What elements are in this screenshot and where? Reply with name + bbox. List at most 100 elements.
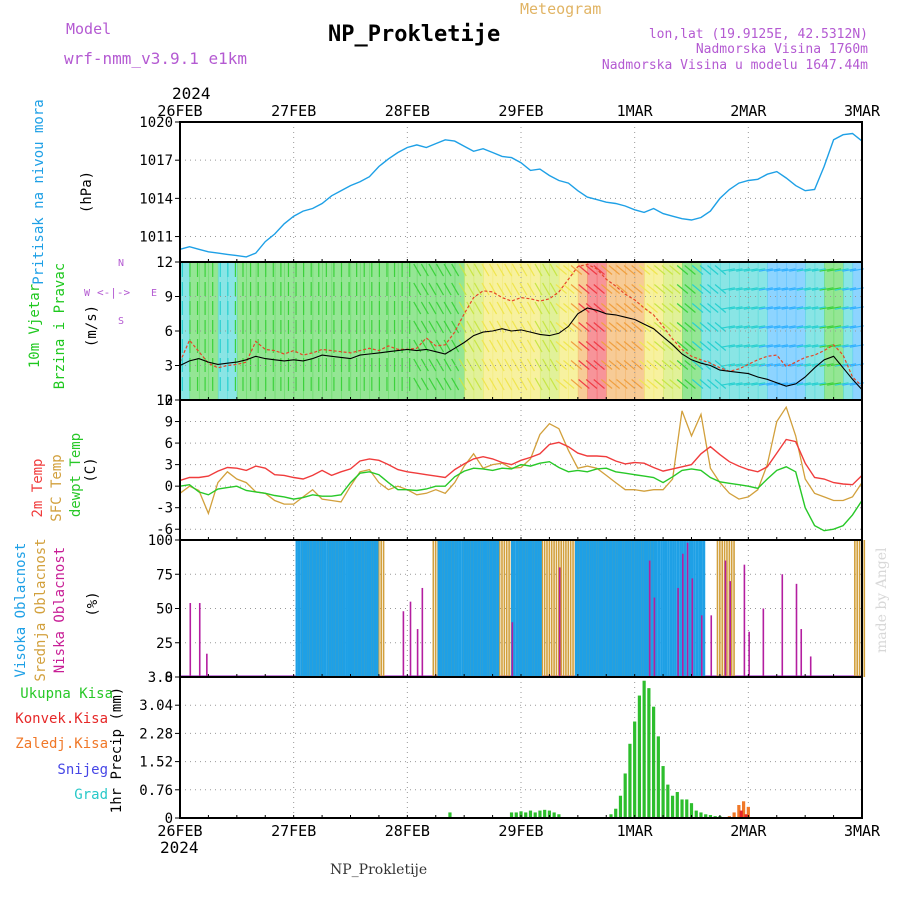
high-cloud-bar [331, 540, 334, 677]
high-cloud-bar [650, 540, 654, 677]
wind-speed-shade [767, 262, 778, 400]
precip-bar [656, 736, 660, 818]
precip-legend-total: Ukupna Kisa [20, 686, 113, 702]
high-cloud-bar [577, 540, 580, 677]
precip-bar [661, 766, 665, 818]
wind-barb [585, 379, 598, 389]
wind-barb [728, 325, 743, 329]
y-tick-label: 0.76 [139, 783, 173, 799]
high-cloud-bar [321, 540, 324, 677]
wind-speed-shade [653, 262, 664, 400]
wind-barb [834, 287, 849, 291]
wind-barb [728, 344, 743, 348]
wind-speed-shade [407, 262, 418, 400]
wind-barb [631, 379, 643, 389]
low-cloud-bar [558, 567, 561, 677]
precip-bar [699, 812, 703, 818]
high-cloud-bar [371, 540, 374, 677]
high-cloud-bar [591, 540, 594, 677]
wind-barb [789, 306, 804, 310]
low-cloud-bar [686, 542, 689, 677]
wind-speed-shade [369, 262, 380, 400]
wind-barb [842, 268, 857, 272]
low-cloud-bar [700, 615, 703, 677]
wind-barb [736, 325, 751, 329]
wind-label-2: Brzina i Pravac [52, 262, 68, 390]
high-cloud-bar [527, 540, 531, 677]
wind-barb [804, 287, 819, 291]
wind-barb [542, 339, 551, 353]
precip-bar [652, 706, 656, 818]
wind-barb [623, 284, 636, 294]
wind-barb [481, 301, 490, 315]
mid-cloud-bar [863, 540, 866, 677]
wind-speed-shade [634, 262, 645, 400]
wind-barb [578, 303, 590, 313]
low-cloud-bar [781, 574, 784, 677]
wind-barb [504, 301, 513, 315]
precip-legend-snow: Snijeg [57, 762, 108, 778]
high-cloud-bar [522, 540, 526, 677]
wind-barb [661, 360, 674, 370]
high-cloud-bar [534, 540, 538, 677]
wind-barb [466, 263, 475, 277]
y-tick-label: 9 [165, 415, 173, 431]
mid-cloud-bar [508, 540, 510, 677]
high-cloud-bar [437, 540, 441, 677]
x-tick-label-top: 1MAR [617, 102, 654, 120]
wind-speed-shade [331, 262, 342, 400]
precip-bar [741, 801, 746, 818]
wind-barb [811, 325, 826, 329]
y-tick-label: 3 [165, 359, 173, 375]
wind-barb [578, 341, 590, 351]
high-cloud-bar [622, 540, 625, 677]
wind-barb [751, 306, 766, 310]
high-cloud-bar [451, 540, 455, 677]
high-cloud-bar [357, 540, 360, 677]
wind-barb [608, 341, 621, 351]
wind-barb [616, 322, 628, 332]
high-cloud-bar [364, 540, 367, 677]
wind-speed-shade [663, 262, 674, 400]
wind-barb [458, 339, 467, 353]
y-tick-label: 3 [165, 458, 173, 474]
y-tick-label: 3.04 [139, 698, 173, 714]
wind-barb [728, 268, 743, 272]
wind-barb [699, 303, 711, 313]
wind-barb [774, 363, 789, 367]
wind-barb [443, 339, 452, 353]
high-cloud-bar [629, 540, 632, 677]
wind-barb [774, 268, 789, 272]
wind-barb [435, 377, 445, 391]
wind-speed-shade [511, 262, 522, 400]
precip-bar [689, 803, 694, 818]
page-title: NP_Prokletije [328, 22, 501, 47]
wind-barb [758, 306, 773, 310]
wind-barb [796, 287, 811, 291]
high-cloud-bar [461, 540, 464, 677]
wind-barb [496, 301, 505, 315]
precip-bar [739, 810, 743, 818]
wind-barb [504, 339, 513, 353]
high-cloud-bar [636, 540, 639, 677]
wind-unit: (m/s) [84, 304, 100, 348]
compass-e: E [151, 288, 158, 299]
wind-barb [720, 306, 735, 310]
mid-cloud-bar [719, 540, 721, 677]
high-cloud-bar [520, 540, 523, 677]
high-cloud-bar [447, 540, 450, 677]
high-cloud-bar [672, 540, 675, 677]
wind-barb [781, 268, 796, 272]
high-cloud-bar [539, 540, 542, 677]
wind-barb [743, 287, 758, 291]
high-cloud-bar [617, 540, 620, 677]
high-cloud-bar [302, 540, 306, 677]
high-cloud-bar [454, 540, 457, 677]
wind-barb [563, 284, 575, 294]
cloud-label-low: Niska Oblacnost [52, 546, 68, 674]
y-tick-label: 0 [165, 670, 173, 686]
wind-barb [804, 306, 819, 310]
y-tick-label: 12 [156, 393, 173, 409]
product-label: Meteogram [520, 0, 602, 18]
wind-speed-shade [700, 262, 712, 400]
